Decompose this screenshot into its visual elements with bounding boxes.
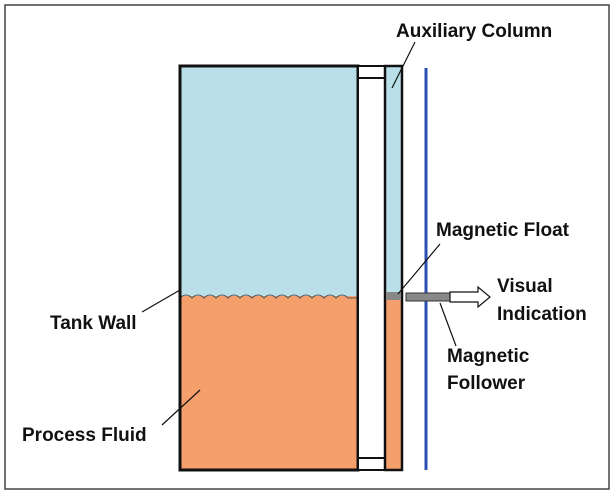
- leader: [439, 302, 457, 347]
- gap: [357, 65, 386, 471]
- leader: [397, 243, 441, 295]
- vapor-space: [180, 66, 358, 298]
- leader: [161, 389, 201, 426]
- auxiliary-column: [383, 64, 404, 472]
- leader: [391, 41, 416, 89]
- label: Magnetic: [447, 346, 530, 367]
- label: Follower: [447, 373, 526, 394]
- process-fluid: [180, 296, 358, 470]
- label: Magnetic Float: [436, 220, 570, 241]
- leader: [141, 289, 181, 313]
- column-fluid: [385, 298, 402, 470]
- magnetic-float: [386, 292, 401, 300]
- label: Indication: [497, 304, 587, 325]
- label: Tank Wall: [50, 313, 137, 334]
- fluid-surface: [179, 294, 358, 299]
- label: Visual: [497, 276, 553, 297]
- label: Process Fluid: [22, 425, 147, 446]
- indication-arrow: [449, 285, 491, 309]
- column-vapor: [385, 66, 402, 298]
- label: Auxiliary Column: [396, 21, 552, 42]
- magnetic-follower: [405, 292, 451, 302]
